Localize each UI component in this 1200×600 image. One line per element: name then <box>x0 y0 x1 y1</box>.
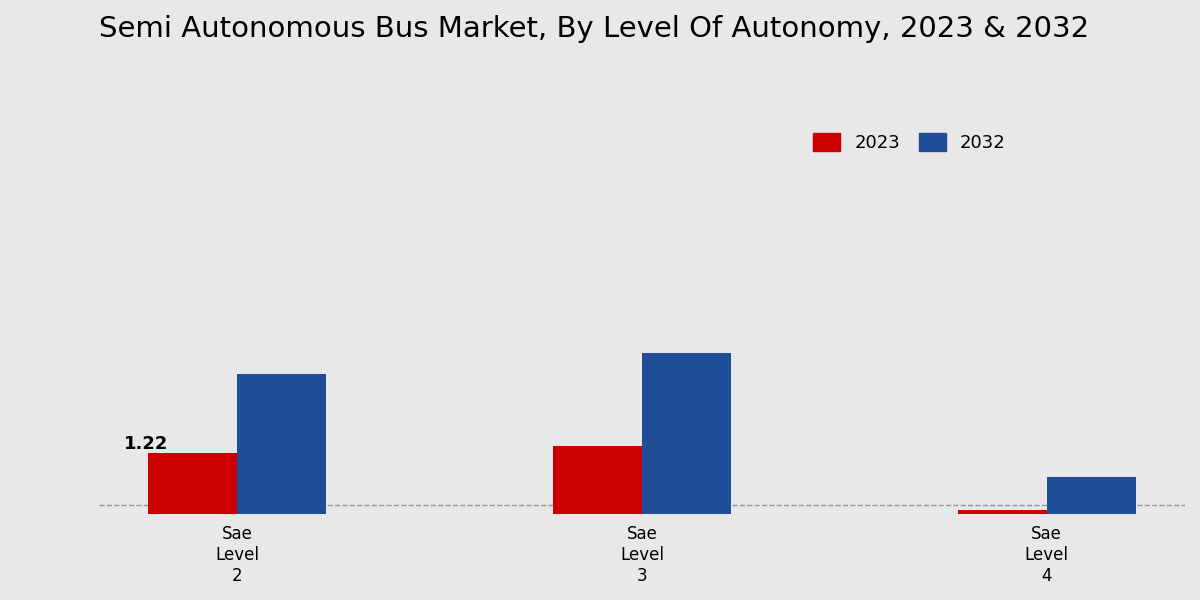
Bar <box>958 510 1046 514</box>
Bar <box>149 453 238 514</box>
Bar <box>238 374 326 514</box>
Bar <box>642 353 731 514</box>
Bar <box>553 446 642 514</box>
Bar <box>1046 476 1135 514</box>
Text: Semi Autonomous Bus Market, By Level Of Autonomy, 2023 & 2032: Semi Autonomous Bus Market, By Level Of … <box>98 15 1090 43</box>
Legend: 2023, 2032: 2023, 2032 <box>806 125 1013 159</box>
Text: 1.22: 1.22 <box>124 435 168 453</box>
